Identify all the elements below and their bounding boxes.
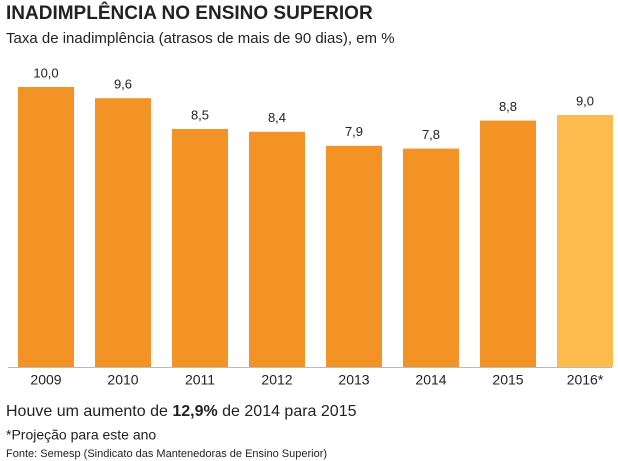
x-tick-label: 2011 — [185, 372, 215, 388]
x-tick-label: 2016* — [567, 372, 604, 388]
bar — [326, 145, 382, 367]
bar — [403, 148, 459, 367]
x-tick-label: 2013 — [338, 372, 369, 388]
x-tick-label: 2015 — [492, 372, 523, 388]
bar — [480, 120, 536, 367]
footnote: *Projeção para este ano — [6, 427, 156, 443]
value-label: 10,0 — [33, 65, 58, 80]
x-tick-label: 2014 — [415, 372, 446, 388]
annotation-highlight: 12,9% — [172, 403, 217, 420]
annotation-text: Houve um aumento de — [6, 403, 172, 420]
bar — [172, 129, 228, 367]
bar — [249, 131, 305, 367]
x-tick-label: 2009 — [30, 372, 61, 388]
value-label: 7,8 — [422, 127, 440, 142]
value-label: 8,4 — [268, 110, 286, 125]
value-label: 8,5 — [191, 107, 209, 122]
x-tick-label: 2010 — [107, 372, 138, 388]
annotation-text: de 2014 para 2015 — [218, 403, 357, 420]
annotation: Houve um aumento de 12,9% de 2014 para 2… — [6, 403, 357, 420]
bar — [557, 115, 613, 367]
bar — [95, 98, 151, 367]
chart-title: INADIMPLÊNCIA NO ENSINO SUPERIOR — [6, 2, 373, 24]
bar — [18, 87, 74, 367]
value-label: 7,9 — [345, 124, 363, 139]
value-label: 9,6 — [114, 77, 132, 92]
value-label: 8,8 — [499, 99, 517, 114]
value-label: 9,0 — [576, 93, 594, 108]
source: Fonte: Semesp (Sindicato das Mantenedora… — [6, 448, 327, 460]
chart-subtitle: Taxa de inadimplência (atrasos de mais d… — [6, 30, 395, 47]
x-tick-label: 2012 — [261, 372, 292, 388]
